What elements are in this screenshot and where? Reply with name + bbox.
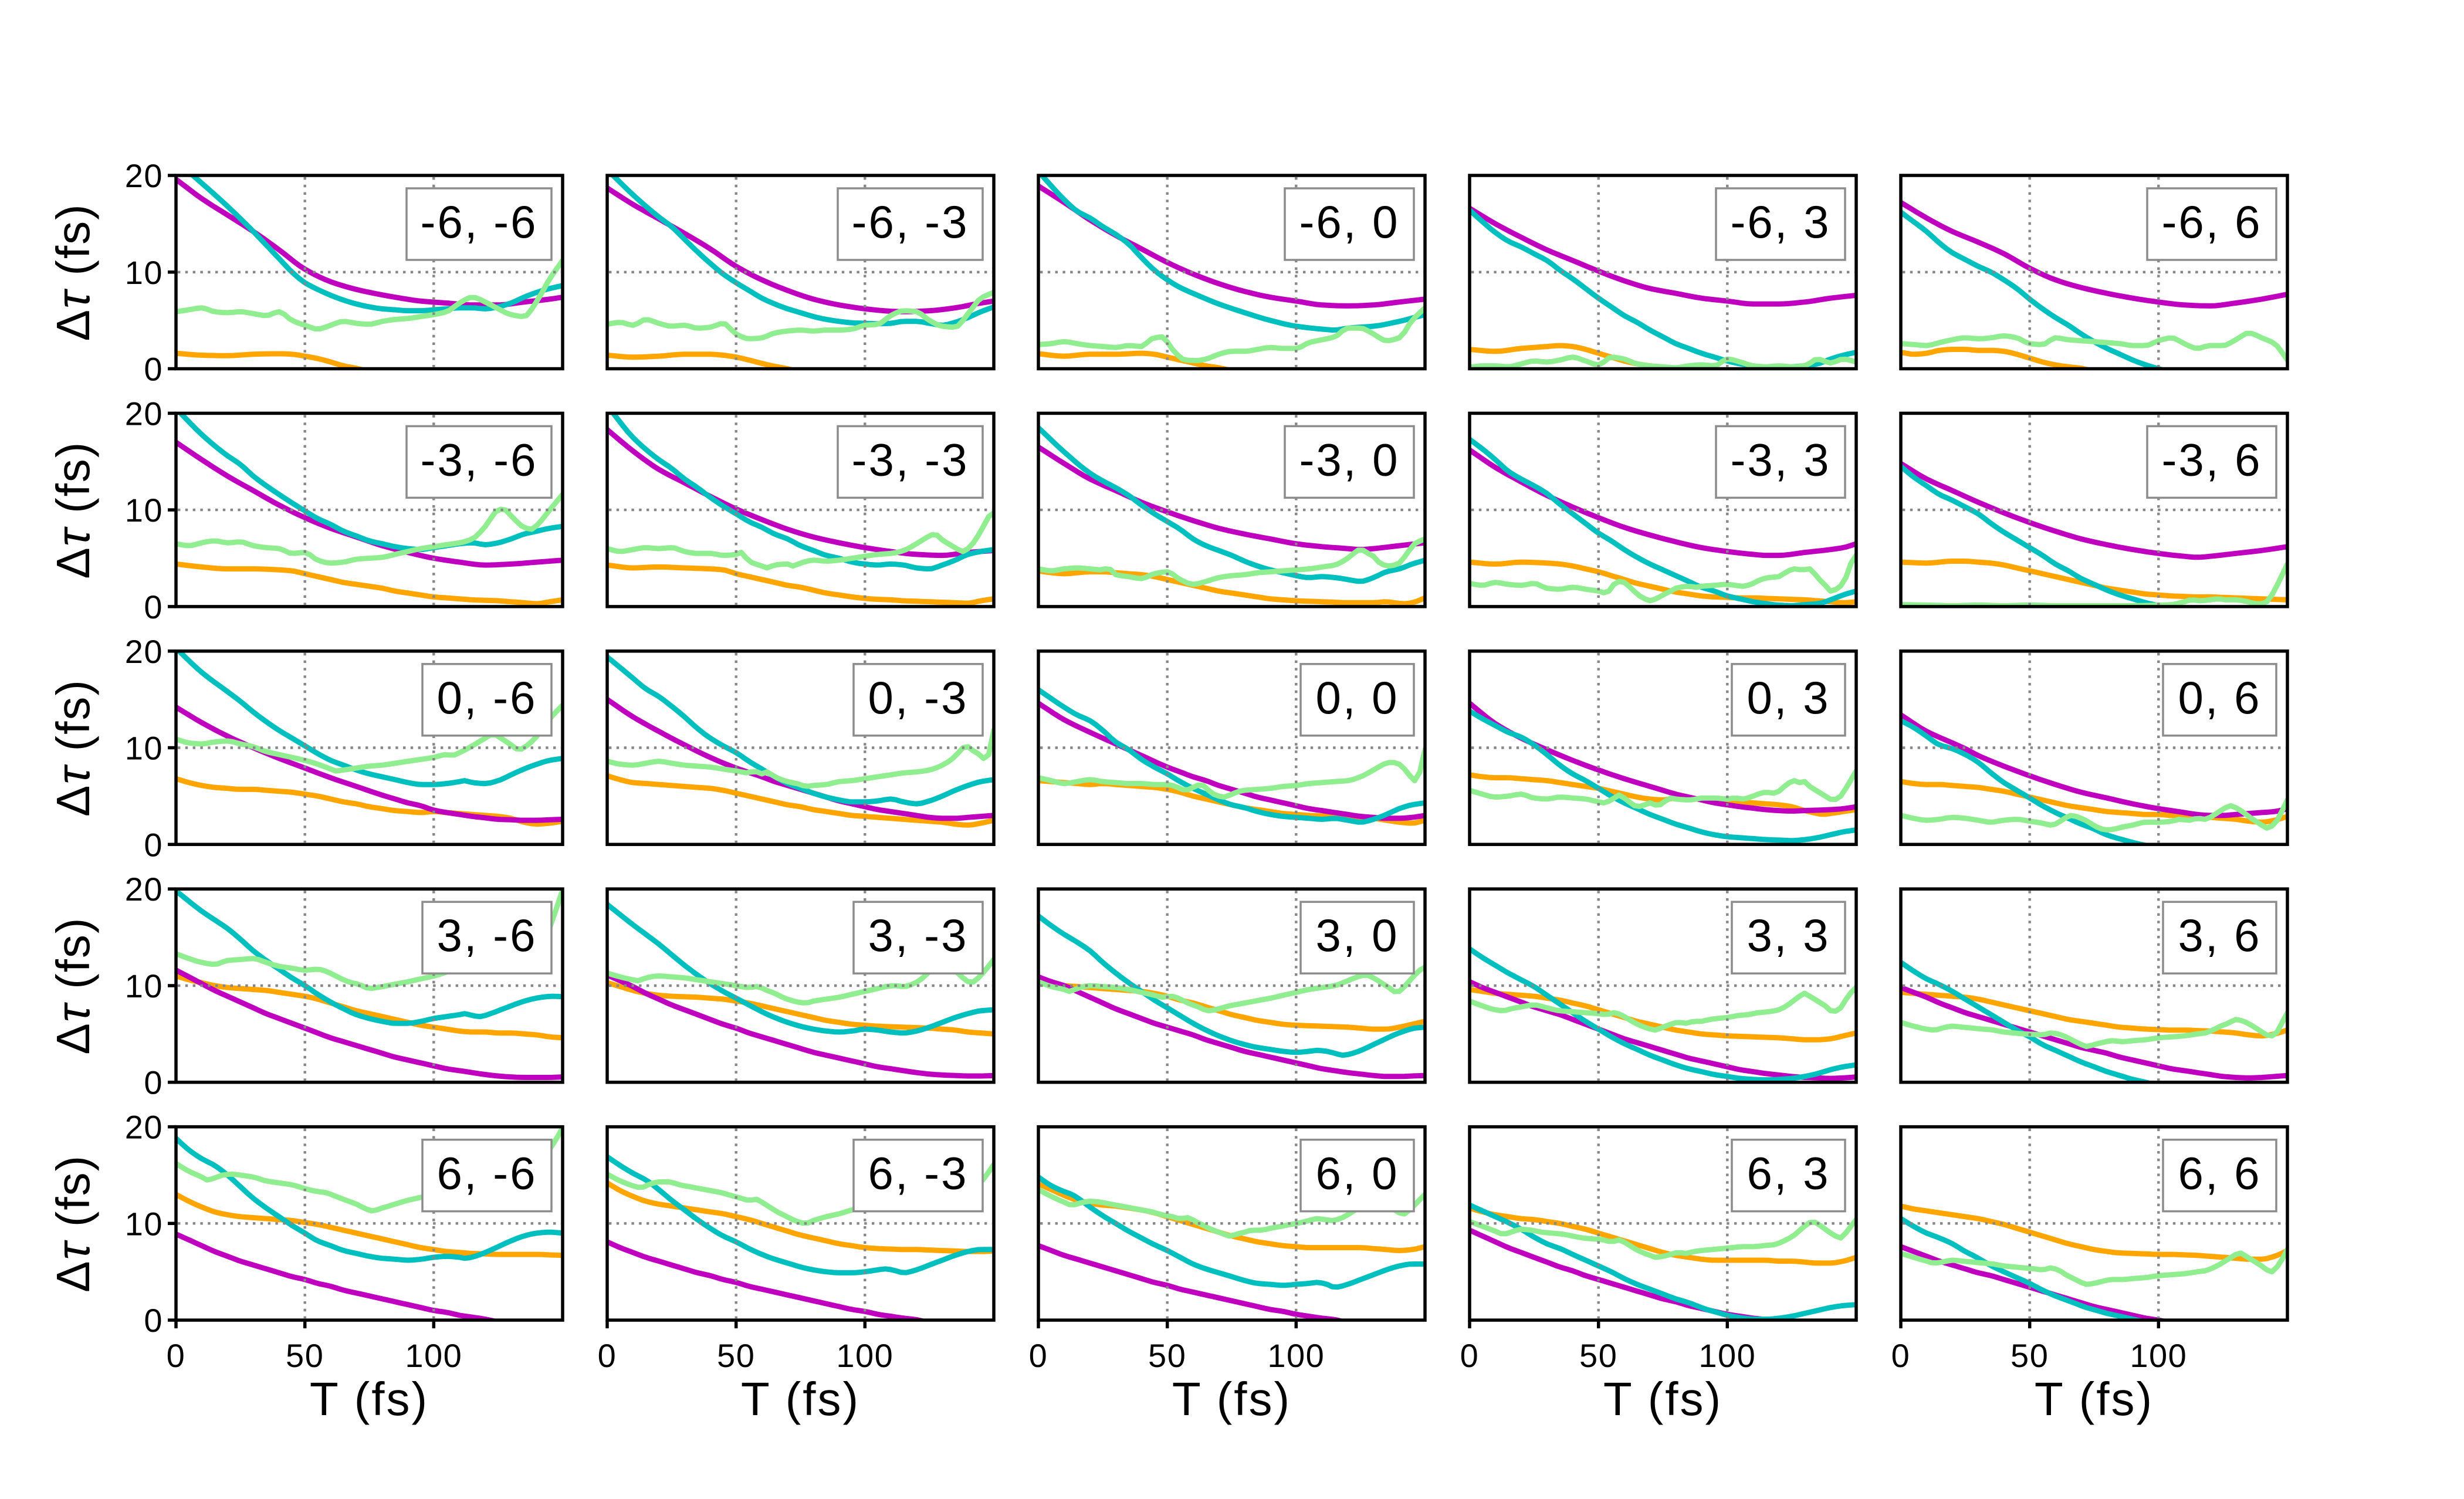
svg-text:6, -6: 6, -6 — [436, 1148, 537, 1199]
svg-text:-6, -3: -6, -3 — [851, 196, 969, 248]
svg-text:0, -3: 0, -3 — [868, 672, 968, 723]
svg-text:10: 10 — [125, 730, 163, 767]
svg-text:-3, 0: -3, 0 — [1299, 434, 1399, 485]
svg-text:0: 0 — [167, 1337, 186, 1374]
svg-text:100: 100 — [1698, 1337, 1756, 1374]
svg-text:100: 100 — [405, 1337, 462, 1374]
svg-text:T (fs): T (fs) — [310, 1373, 429, 1425]
svg-text:100: 100 — [2130, 1337, 2187, 1374]
svg-text:0, 0: 0, 0 — [1315, 672, 1399, 723]
svg-text:10: 10 — [125, 492, 163, 529]
svg-text:100: 100 — [836, 1337, 893, 1374]
svg-text:50: 50 — [1579, 1337, 1617, 1374]
svg-text:3, 3: 3, 3 — [1747, 909, 1830, 961]
svg-text:6, 3: 6, 3 — [1747, 1148, 1830, 1199]
svg-text:0: 0 — [144, 351, 163, 388]
svg-text:50: 50 — [2011, 1337, 2049, 1374]
svg-text:Δτ (fs): Δτ (fs) — [47, 441, 99, 579]
svg-text:-3, -3: -3, -3 — [851, 434, 969, 485]
svg-text:3, 6: 3, 6 — [2178, 909, 2261, 961]
svg-text:0: 0 — [1029, 1337, 1048, 1374]
svg-text:20: 20 — [125, 1109, 163, 1146]
svg-text:Δτ (fs): Δτ (fs) — [47, 916, 99, 1054]
svg-text:-3, 6: -3, 6 — [2161, 434, 2262, 485]
svg-text:-6, -6: -6, -6 — [420, 196, 537, 248]
svg-text:50: 50 — [1148, 1337, 1186, 1374]
svg-text:T (fs): T (fs) — [1172, 1373, 1291, 1425]
svg-text:-3, -6: -3, -6 — [420, 434, 537, 485]
svg-text:100: 100 — [1267, 1337, 1325, 1374]
svg-text:0, 3: 0, 3 — [1747, 672, 1830, 723]
svg-text:-3, 3: -3, 3 — [1730, 434, 1830, 485]
svg-text:0, -6: 0, -6 — [436, 672, 537, 723]
svg-text:T (fs): T (fs) — [741, 1373, 860, 1425]
svg-text:0: 0 — [598, 1337, 617, 1374]
svg-text:3, -3: 3, -3 — [868, 909, 968, 961]
svg-text:20: 20 — [125, 633, 163, 670]
svg-text:T (fs): T (fs) — [2035, 1373, 2154, 1425]
svg-text:Δτ (fs): Δτ (fs) — [47, 679, 99, 817]
svg-text:Δτ (fs): Δτ (fs) — [47, 1155, 99, 1292]
svg-text:10: 10 — [125, 1205, 163, 1242]
svg-text:-6, 6: -6, 6 — [2161, 196, 2262, 248]
svg-text:50: 50 — [286, 1337, 324, 1374]
svg-text:0, 6: 0, 6 — [2178, 672, 2261, 723]
svg-text:6, 6: 6, 6 — [2178, 1148, 2261, 1199]
svg-text:3, -6: 3, -6 — [436, 909, 537, 961]
svg-text:0: 0 — [144, 1302, 163, 1339]
svg-text:0: 0 — [144, 826, 163, 863]
svg-text:Δτ (fs): Δτ (fs) — [47, 203, 99, 341]
svg-text:T (fs): T (fs) — [1603, 1373, 1722, 1425]
svg-text:-6, 0: -6, 0 — [1299, 196, 1399, 248]
svg-text:20: 20 — [125, 395, 163, 432]
svg-text:10: 10 — [125, 967, 163, 1004]
svg-text:0: 0 — [1460, 1337, 1480, 1374]
svg-text:6, 0: 6, 0 — [1315, 1148, 1399, 1199]
svg-text:0: 0 — [144, 1064, 163, 1101]
svg-text:0: 0 — [1891, 1337, 1911, 1374]
svg-text:20: 20 — [125, 157, 163, 194]
svg-text:20: 20 — [125, 871, 163, 908]
svg-text:50: 50 — [717, 1337, 755, 1374]
svg-text:-6, 3: -6, 3 — [1730, 196, 1830, 248]
svg-text:10: 10 — [125, 254, 163, 291]
svg-text:6, -3: 6, -3 — [868, 1148, 968, 1199]
svg-text:3, 0: 3, 0 — [1315, 909, 1399, 961]
svg-text:0: 0 — [144, 588, 163, 625]
